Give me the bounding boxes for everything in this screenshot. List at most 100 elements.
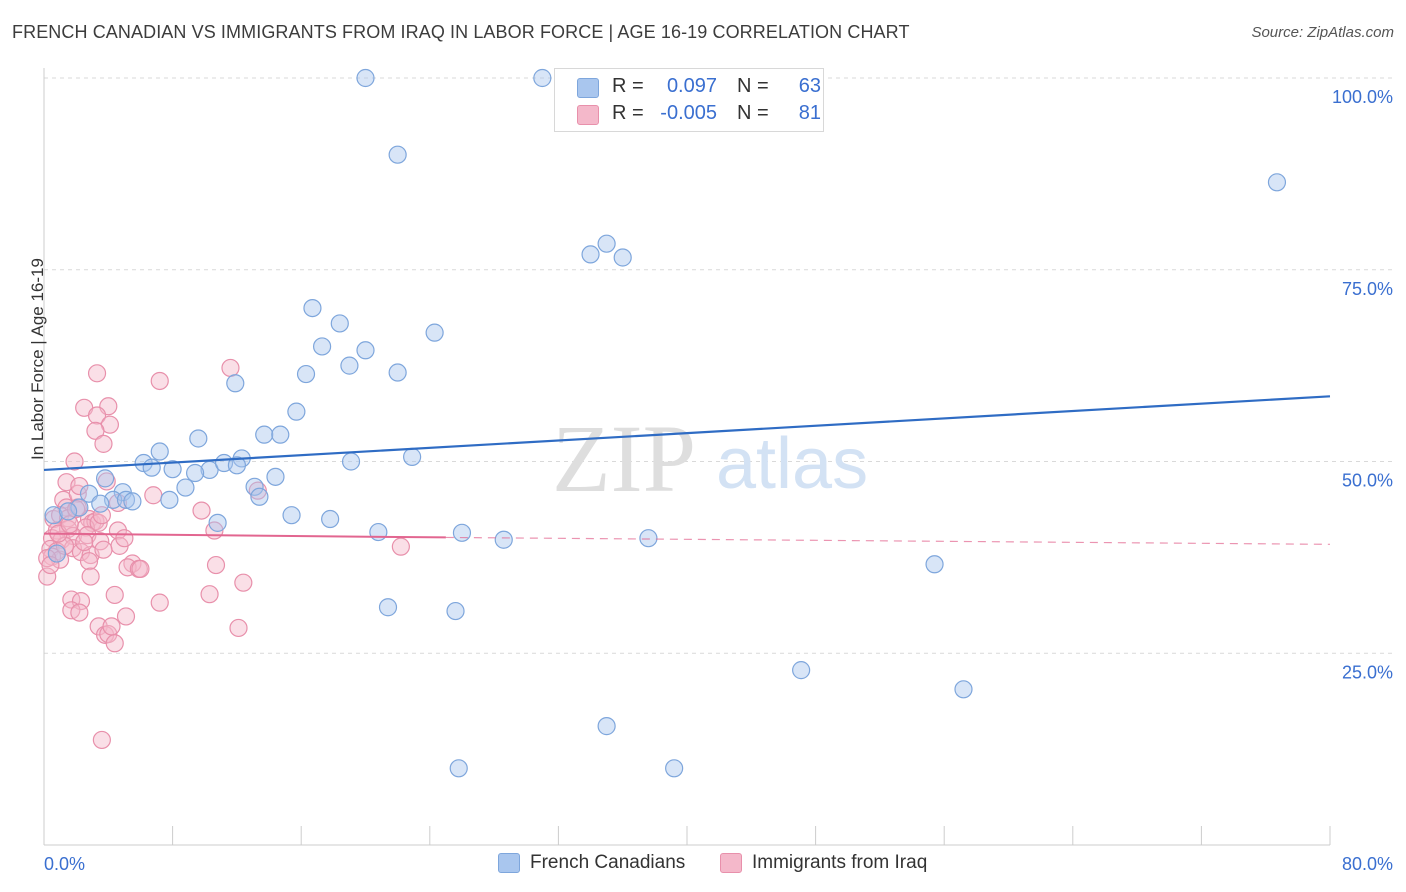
blue-swatch <box>577 78 599 98</box>
iraq-point <box>86 421 105 440</box>
french-canadian-point <box>1267 173 1287 192</box>
french-canadian-point <box>403 447 422 466</box>
french-canadian-point <box>639 529 658 548</box>
y-tick-label: 50.0% <box>1342 471 1393 491</box>
french-canadian-point <box>160 490 179 509</box>
french-canadian-point <box>255 425 274 444</box>
iraq-point <box>131 559 150 578</box>
french-canadian-point <box>321 509 340 529</box>
french-canadian-point <box>176 478 195 497</box>
iraq-point <box>115 529 134 548</box>
french-canadian-point <box>425 323 444 342</box>
french-canadian-point <box>123 492 142 511</box>
french-canadian-point <box>186 463 205 483</box>
french-canadian-point <box>47 544 66 563</box>
french-canadian-point <box>446 601 465 621</box>
gridlines <box>44 77 1392 654</box>
n-label: N = <box>737 102 769 124</box>
iraq-point <box>65 452 84 471</box>
n-label: N = <box>737 75 769 97</box>
french-canadian-point <box>70 498 89 517</box>
french-canadian-point <box>613 248 632 267</box>
french-canadian-point <box>150 442 169 461</box>
chart-title: FRENCH CANADIAN VS IMMIGRANTS FROM IRAQ … <box>12 22 910 42</box>
french-canadian-point <box>452 523 472 542</box>
french-canadian-point <box>954 680 973 699</box>
french-canadian-point <box>163 460 182 479</box>
iraq-trend-line <box>43 532 446 539</box>
french-canadian-point <box>227 456 246 475</box>
iraq-point <box>92 730 111 750</box>
french-canadian-point <box>59 502 78 521</box>
iraq-point <box>70 476 89 496</box>
y-axis-label: In Labor Force | Age 16-19 <box>28 258 47 460</box>
trend-lines <box>43 395 1331 545</box>
source-credit: Source: ZipAtlas.com <box>1251 24 1394 41</box>
y-tick-label: 100.0% <box>1332 87 1393 107</box>
french-canadian-point <box>581 245 600 264</box>
watermark-zip: ZIP <box>552 405 696 512</box>
french-canadian-point <box>282 506 301 525</box>
r-value: 0.097 <box>666 75 717 97</box>
r-value: -0.005 <box>660 102 717 124</box>
french-canadian-point <box>312 337 332 356</box>
french-canadian-point <box>330 314 349 333</box>
y-tick-label: 75.0% <box>1342 279 1393 299</box>
iraq-point <box>87 406 107 425</box>
french-canadian-point <box>792 661 811 680</box>
french-canadian-point <box>116 490 136 509</box>
iraq-point <box>391 537 410 556</box>
french-canadian-point <box>388 363 407 382</box>
legend-label: Immigrants from Iraq <box>752 852 928 873</box>
french-canadian-point <box>494 530 513 549</box>
iraq-point <box>144 486 163 505</box>
french-canadian-point <box>388 145 407 164</box>
n-value: 63 <box>798 75 821 97</box>
french-canadian-point <box>266 467 285 486</box>
iraq-point <box>206 555 226 575</box>
watermark: ZIP atlas <box>552 405 868 512</box>
iraq-point <box>41 555 60 575</box>
iraq-point <box>87 364 107 383</box>
legend-label: French Canadians <box>530 852 686 873</box>
french-canadian-point <box>245 477 264 496</box>
watermark-atlas: atlas <box>716 424 868 504</box>
iraq-point <box>71 591 91 611</box>
french-canadian-point <box>449 759 468 778</box>
iraq-point <box>81 567 100 586</box>
iraq-point <box>105 634 124 653</box>
french-canadian-point <box>91 494 110 513</box>
iraq-point <box>150 371 169 391</box>
tick-labels: 25.0% 50.0% 75.0% 100.0% 0.0% 80.0% <box>44 87 1393 874</box>
french-canadian-point <box>44 506 63 525</box>
french-canadian-point <box>271 425 290 444</box>
axes <box>43 68 1331 846</box>
iraq-point <box>75 532 94 552</box>
french-canadian-point <box>95 469 115 488</box>
iraq-point <box>94 434 113 453</box>
french-canadian-point <box>142 458 161 477</box>
french-canadian-point <box>369 522 388 542</box>
french-canadian-point <box>303 299 322 318</box>
n-value: 81 <box>798 102 821 124</box>
iraq-point <box>79 552 99 571</box>
french-canadian-point <box>296 364 316 384</box>
iraq-point <box>38 567 57 586</box>
iraq-point <box>102 617 121 636</box>
y-tick-label: 25.0% <box>1342 662 1393 682</box>
pink-swatch <box>577 105 599 125</box>
iraq-point <box>116 607 136 626</box>
french-canadian-point <box>356 68 375 88</box>
french-canadian-point <box>597 717 616 736</box>
french-canadian-point <box>533 68 552 88</box>
iraq-point <box>94 540 113 559</box>
correlation-legend: R = 0.097 N = 63 R = -0.005 N = 81 <box>554 68 824 132</box>
x-tick-label-max: 80.0% <box>1342 854 1393 874</box>
french-canadian-point <box>341 452 361 471</box>
iraq-point <box>97 472 116 491</box>
iraq-trend-extension <box>445 536 1331 545</box>
pink-swatch <box>720 853 742 873</box>
iraq-point <box>200 585 219 604</box>
french-canadian-point <box>226 374 245 393</box>
